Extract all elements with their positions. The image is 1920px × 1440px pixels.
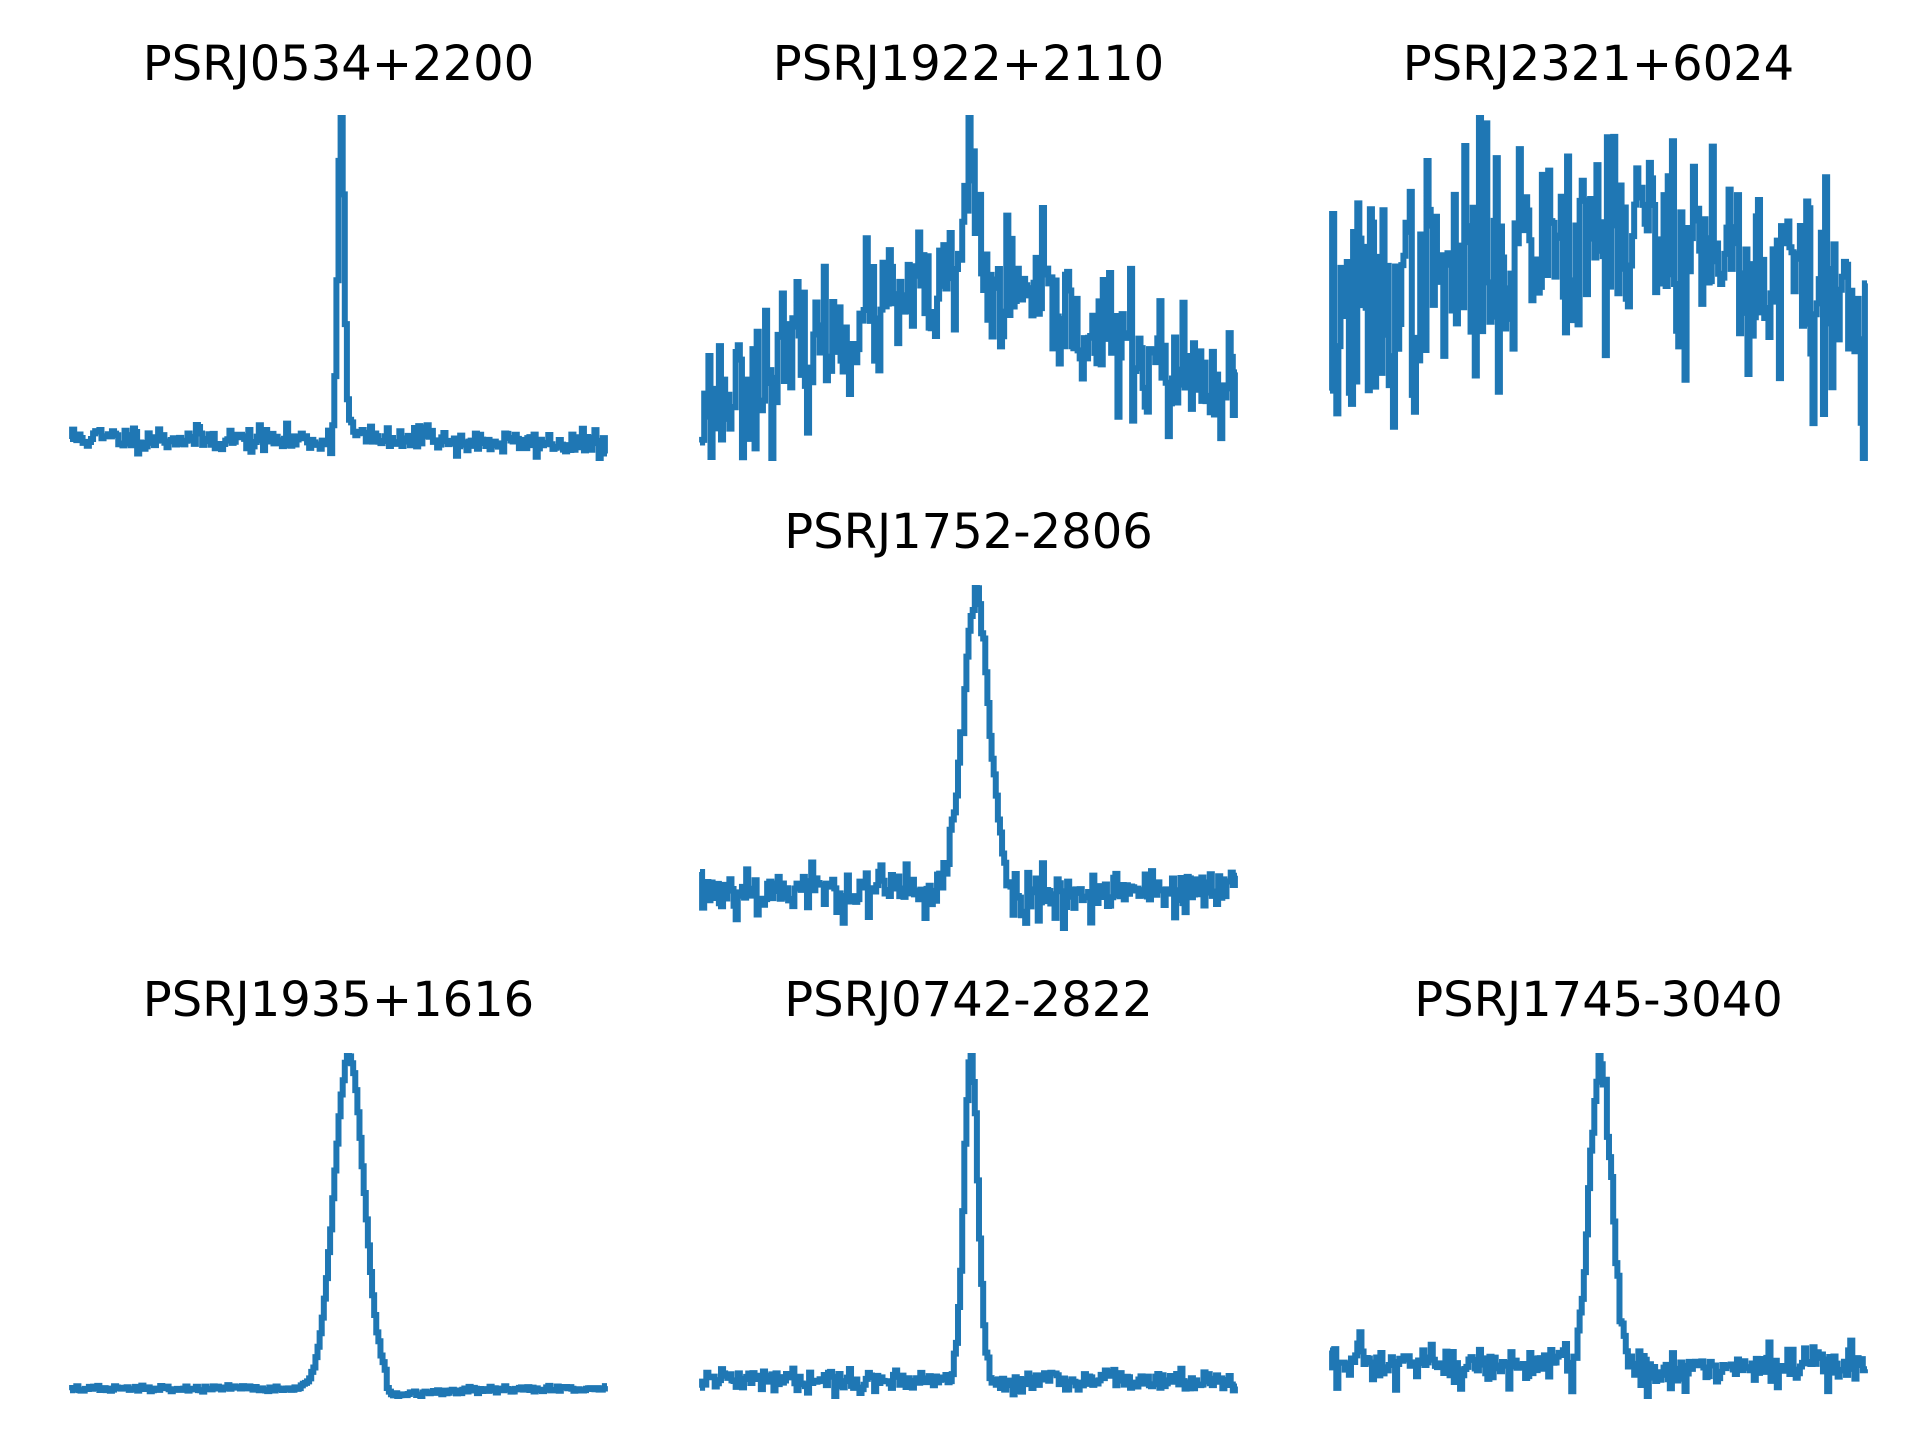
panel-psrj2321+6024: PSRJ2321+6024 [1329, 36, 1868, 461]
pulse-profile-line [1329, 115, 1868, 461]
pulse-profile-line [699, 585, 1238, 931]
panel-title: PSRJ1935+1616 [143, 972, 534, 1028]
panel-psrj1922+2110: PSRJ1922+2110 [699, 36, 1238, 461]
pulse-profile-line [699, 1053, 1238, 1399]
panels: PSRJ0534+2200 PSRJ1922+2110 PSRJ2321+6024 P… [69, 36, 1868, 1399]
panel-psrj1752-2806: PSRJ1752-2806 [699, 504, 1238, 931]
pulse-profile-line [699, 115, 1238, 461]
panel-title: PSRJ0742-2822 [784, 972, 1153, 1028]
pulse-profile-line [69, 115, 608, 461]
panel-title: PSRJ1745-3040 [1414, 972, 1783, 1028]
pulse-profile-line [69, 1053, 608, 1399]
panel-title: PSRJ1752-2806 [784, 504, 1153, 560]
panel-title: PSRJ2321+6024 [1403, 36, 1794, 92]
panel-psrj1935+1616: PSRJ1935+1616 [69, 972, 608, 1399]
panel-title: PSRJ1922+2110 [773, 36, 1164, 92]
panel-psrj1745-3040: PSRJ1745-3040 [1329, 972, 1868, 1399]
panel-title: PSRJ0534+2200 [143, 36, 534, 92]
panel-psrj0534+2200: PSRJ0534+2200 [69, 36, 608, 461]
panel-psrj0742-2822: PSRJ0742-2822 [699, 972, 1238, 1399]
pulse-profile-line [1329, 1053, 1868, 1399]
